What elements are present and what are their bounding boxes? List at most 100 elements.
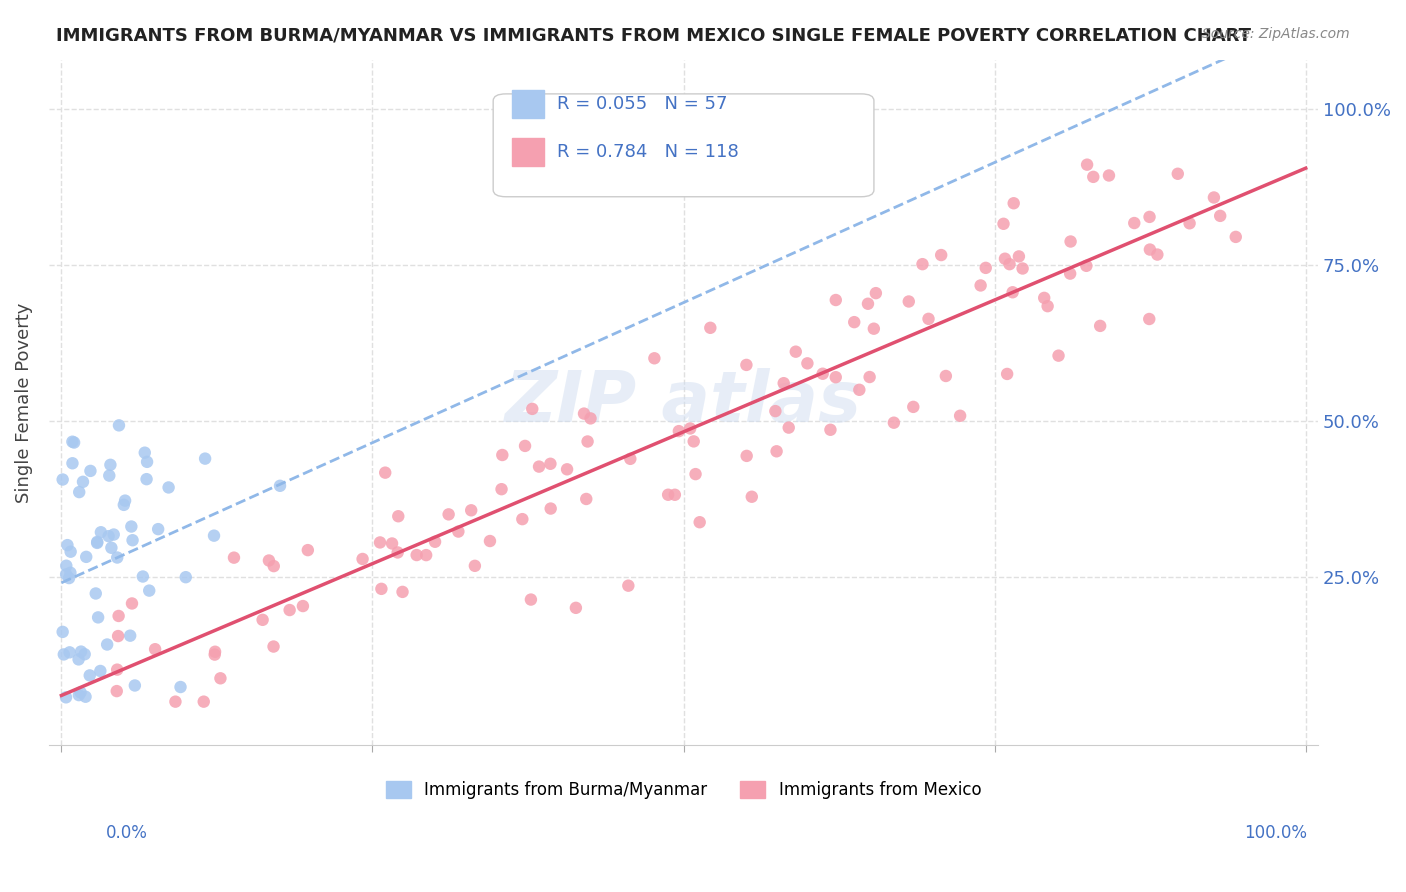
Point — [460, 503, 482, 517]
Point — [98, 468, 121, 483]
Point — [86, 535, 108, 549]
Point — [89, 664, 111, 678]
Point — [391, 585, 413, 599]
Point — [763, 404, 786, 418]
Point — [995, 367, 1018, 381]
Point — [202, 529, 225, 543]
Point — [423, 534, 446, 549]
Point — [796, 356, 818, 370]
Point — [157, 480, 180, 494]
Point — [643, 351, 665, 366]
Text: R = 0.784   N = 118: R = 0.784 N = 118 — [557, 144, 738, 161]
Point — [1202, 190, 1225, 204]
Point — [105, 550, 128, 565]
Point — [52, 648, 75, 662]
Point — [62, 456, 84, 470]
Text: IMMIGRANTS FROM BURMA/MYANMAR VS IMMIGRANTS FROM MEXICO SINGLE FEMALE POVERTY CO: IMMIGRANTS FROM BURMA/MYANMAR VS IMMIGRA… — [56, 27, 1251, 45]
Point — [174, 570, 197, 584]
Point — [863, 321, 886, 335]
Point — [124, 678, 146, 692]
Point — [58, 645, 80, 659]
Point — [657, 488, 679, 502]
Point — [84, 586, 107, 600]
Point — [132, 569, 155, 583]
Point — [848, 383, 870, 397]
Point — [56, 538, 79, 552]
Point — [464, 558, 486, 573]
Point — [491, 482, 513, 496]
Point — [1059, 267, 1081, 281]
Point — [935, 369, 957, 384]
Point — [520, 592, 543, 607]
Point — [114, 493, 136, 508]
Point — [90, 525, 112, 540]
Point — [785, 344, 807, 359]
Point — [883, 416, 905, 430]
Point — [1139, 210, 1161, 224]
Point — [67, 688, 90, 702]
Point — [165, 695, 187, 709]
Point — [368, 535, 391, 549]
Point — [72, 475, 94, 489]
Point — [772, 376, 794, 391]
Point — [512, 512, 534, 526]
Point — [87, 610, 110, 624]
Point — [856, 297, 879, 311]
Point — [60, 434, 83, 449]
Point — [70, 644, 93, 658]
Point — [513, 439, 536, 453]
Point — [1002, 196, 1025, 211]
Point — [538, 457, 561, 471]
Point — [263, 559, 285, 574]
Point — [437, 508, 460, 522]
Point — [405, 548, 427, 562]
Point — [699, 321, 721, 335]
Bar — [512, 90, 544, 118]
Point — [911, 257, 934, 271]
Point — [1011, 261, 1033, 276]
Point — [668, 424, 690, 438]
Point — [291, 599, 314, 613]
Point — [107, 629, 129, 643]
Point — [1076, 259, 1098, 273]
Point — [107, 609, 129, 624]
Point — [75, 690, 97, 704]
Point — [565, 600, 588, 615]
Point — [52, 624, 75, 639]
Point — [1036, 299, 1059, 313]
Point — [865, 286, 887, 301]
Point — [1146, 247, 1168, 261]
Point — [993, 217, 1015, 231]
Point — [1088, 318, 1111, 333]
Point — [1059, 235, 1081, 249]
Point — [374, 466, 396, 480]
Point — [105, 663, 128, 677]
Point — [735, 358, 758, 372]
Point — [100, 458, 122, 472]
Point — [527, 459, 550, 474]
Point — [1083, 169, 1105, 184]
Point — [617, 579, 640, 593]
Point — [169, 680, 191, 694]
Point — [387, 545, 409, 559]
Point — [522, 401, 544, 416]
Text: 100.0%: 100.0% — [1244, 824, 1308, 842]
Point — [252, 613, 274, 627]
Point — [52, 473, 75, 487]
Text: ZIP atlas: ZIP atlas — [505, 368, 862, 437]
Point — [97, 529, 120, 543]
Point — [135, 472, 157, 486]
Point — [917, 311, 939, 326]
Point — [67, 652, 90, 666]
Point — [297, 543, 319, 558]
Point — [664, 488, 686, 502]
Point — [1139, 243, 1161, 257]
Point — [576, 434, 599, 449]
Point — [387, 509, 409, 524]
Bar — [512, 138, 544, 166]
Point — [1123, 216, 1146, 230]
FancyBboxPatch shape — [494, 94, 875, 197]
Point — [257, 553, 280, 567]
Point — [619, 451, 641, 466]
Point — [69, 685, 91, 699]
